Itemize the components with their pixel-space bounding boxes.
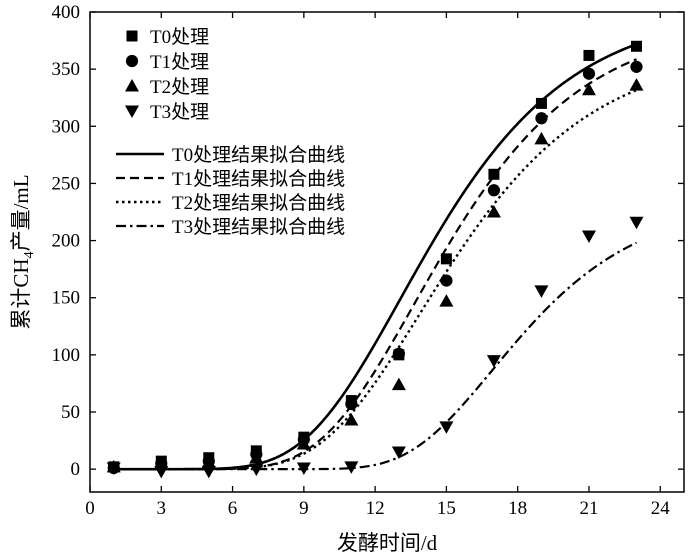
legend-label: T0处理结果拟合曲线 xyxy=(172,144,345,166)
data-point xyxy=(201,465,216,479)
data-point xyxy=(534,285,549,298)
data-point xyxy=(439,421,454,434)
data-point xyxy=(440,253,452,265)
data-point xyxy=(249,463,264,477)
y-tick-label: 0 xyxy=(71,459,81,480)
legend-marker xyxy=(125,105,139,118)
y-axis-title-prefix: 累计CH xyxy=(9,258,33,329)
data-point xyxy=(201,455,216,468)
data-point xyxy=(534,131,549,145)
legend-marker xyxy=(125,79,139,92)
x-tick-label: 12 xyxy=(366,498,385,519)
data-point xyxy=(440,274,453,287)
data-point xyxy=(487,184,501,197)
legend-label: T3处理 xyxy=(150,101,209,123)
data-point xyxy=(391,377,406,391)
data-point xyxy=(630,60,643,73)
y-tick-label: 400 xyxy=(52,2,81,23)
data-point xyxy=(391,446,406,459)
x-tick-label: 6 xyxy=(228,498,238,519)
data-point xyxy=(344,413,359,426)
data-point xyxy=(535,112,548,125)
y-axis-title-suffix: 产量/mL xyxy=(9,174,33,251)
y-axis-title-subscript: 4 xyxy=(22,251,37,258)
data-point xyxy=(629,78,644,91)
y-tick-label: 250 xyxy=(52,173,81,194)
data-point xyxy=(106,462,121,475)
x-tick-label: 9 xyxy=(299,498,309,519)
x-tick-label: 24 xyxy=(651,498,671,519)
data-point xyxy=(154,465,169,479)
legend-label: T2处理 xyxy=(150,76,209,98)
x-tick-label: 21 xyxy=(579,498,598,519)
y-tick-label: 350 xyxy=(52,59,81,80)
data-point xyxy=(296,462,311,475)
legend-label: T1处理结果拟合曲线 xyxy=(172,168,345,190)
data-point xyxy=(535,97,547,109)
y-tick-label: 200 xyxy=(52,231,81,252)
data-point xyxy=(392,347,405,360)
x-tick-label: 0 xyxy=(85,498,95,519)
data-point xyxy=(581,82,596,96)
y-axis-title: 累计CH4产量/mL xyxy=(9,174,37,329)
x-tick-label: 15 xyxy=(437,498,456,519)
data-point xyxy=(583,49,595,61)
x-axis-title: 发酵时间/d xyxy=(337,531,438,555)
data-point xyxy=(486,205,501,218)
legend-label: T3处理结果拟合曲线 xyxy=(172,216,345,238)
fit-curve-line xyxy=(113,241,637,471)
y-tick-label: 50 xyxy=(61,402,80,423)
fit-curves xyxy=(113,42,637,471)
axis-ticks: 0 3 6 9 12 15 18 21 24 0 50 100 150 200 250 300 350 400 xyxy=(52,2,684,519)
data-point xyxy=(344,461,359,474)
data-point xyxy=(439,294,454,307)
data-points xyxy=(106,40,644,479)
data-point xyxy=(486,355,501,368)
y-tick-label: 150 xyxy=(52,288,81,309)
y-tick-label: 100 xyxy=(52,345,81,366)
data-point xyxy=(488,168,500,180)
x-tick-label: 18 xyxy=(508,498,527,519)
x-tick-label: 3 xyxy=(157,498,167,519)
data-point xyxy=(630,40,642,52)
legend-label: T2处理结果拟合曲线 xyxy=(172,192,345,214)
data-point xyxy=(629,216,644,230)
data-point xyxy=(249,450,264,464)
legend-marker xyxy=(125,54,139,68)
data-point xyxy=(154,456,169,469)
data-point xyxy=(345,397,358,411)
data-point xyxy=(296,437,311,450)
data-point xyxy=(582,67,596,80)
fit-curve-line xyxy=(113,88,637,471)
legend: T0处理 T1处理 T2处理 T3处理 T0处理结果拟合曲线T1处理结果拟合曲线T2处理… xyxy=(116,26,345,238)
data-point xyxy=(581,230,596,243)
legend-label: T1处理 xyxy=(150,51,209,73)
y-tick-label: 300 xyxy=(52,116,81,137)
legend-marker xyxy=(126,30,138,42)
plot-frame xyxy=(89,11,685,493)
legend-label: T0处理 xyxy=(150,26,209,48)
